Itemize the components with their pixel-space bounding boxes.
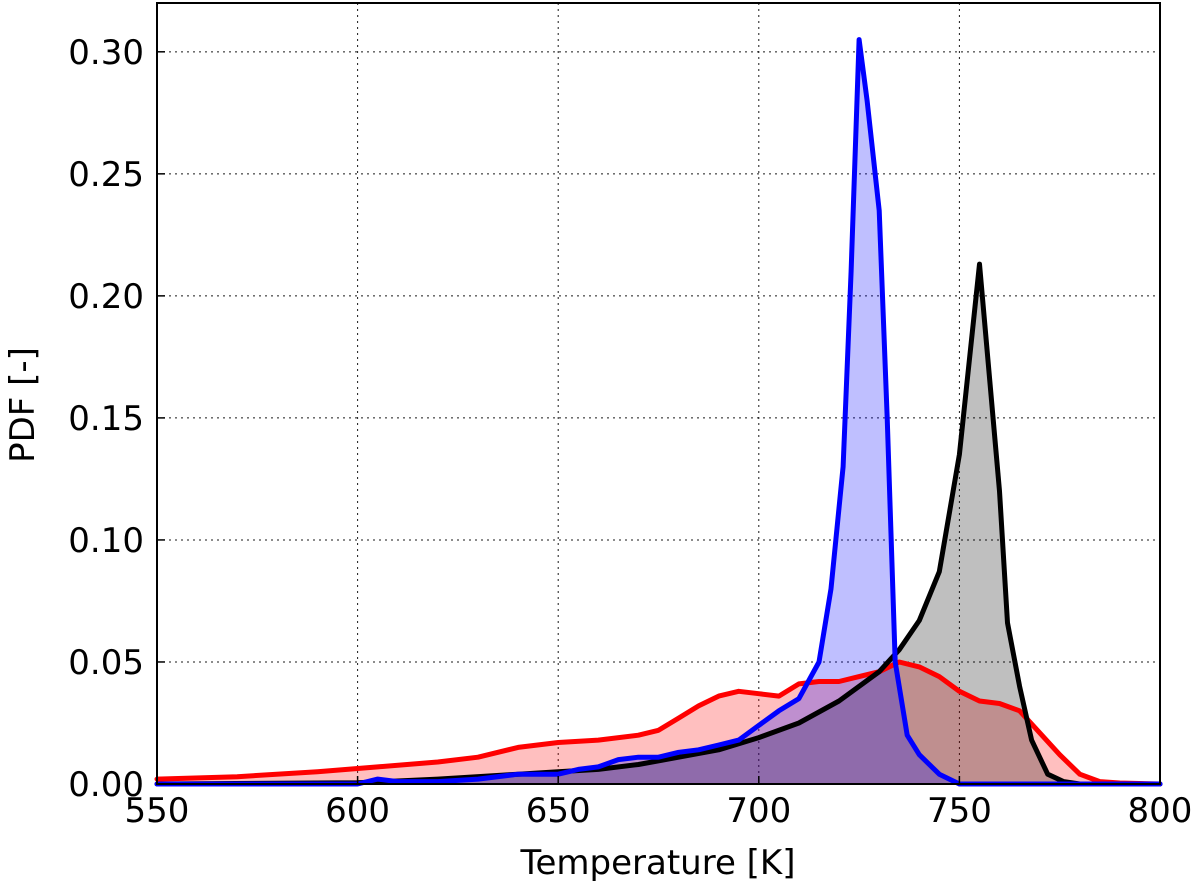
x-tick-label: 700 (726, 791, 791, 831)
y-tick-label: 0.05 (68, 643, 144, 683)
series-0-area (157, 662, 1160, 784)
x-axis-title: Temperature [K] (519, 843, 795, 883)
y-tick-label: 0.00 (68, 765, 144, 805)
series-1-area (157, 264, 1160, 785)
series-layer (154, 37, 1163, 787)
x-tick-label: 600 (325, 791, 390, 831)
y-tick-label: 0.15 (68, 399, 144, 439)
x-tick-label: 650 (526, 791, 591, 831)
y-axis-title: PDF [-] (3, 347, 43, 463)
series-2-line (154, 37, 1163, 787)
x-tick-label: 550 (125, 791, 190, 831)
plot-frame (156, 2, 1161, 785)
tick-layer: 550 600 650 700 750 800 0.00 0.05 0.10 0.15 0.20 0.… (68, 33, 1192, 831)
y-tick-label: 0.30 (68, 33, 144, 73)
y-tick-label: 0.10 (68, 521, 144, 561)
y-tick-label: 0.20 (68, 277, 144, 317)
x-tick-label: 800 (1128, 791, 1193, 831)
x-tick-label: 750 (927, 791, 992, 831)
y-tick-label: 0.25 (68, 155, 144, 195)
